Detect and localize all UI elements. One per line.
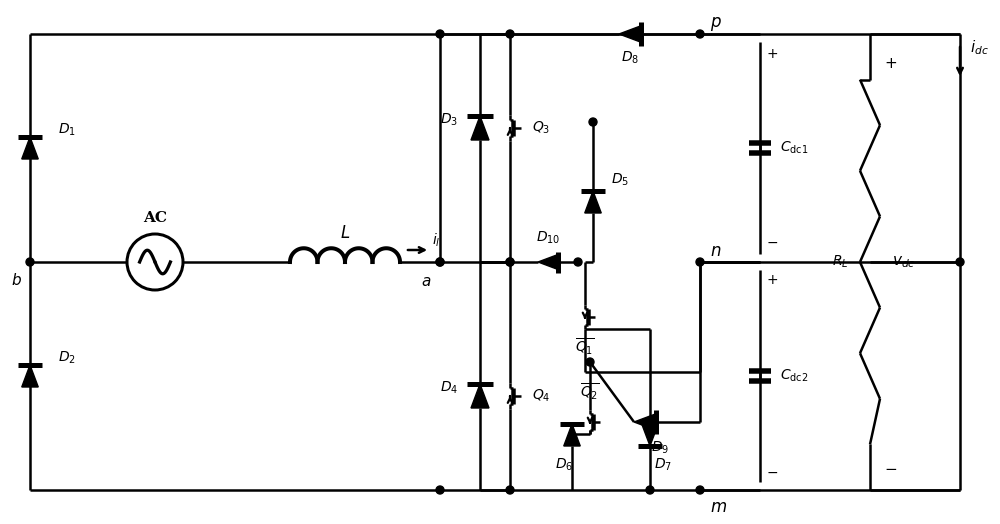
Text: $D_1$: $D_1$: [58, 122, 76, 138]
Text: $b$: $b$: [11, 272, 21, 288]
Text: $L$: $L$: [340, 225, 350, 243]
Polygon shape: [585, 191, 601, 213]
Circle shape: [506, 258, 514, 266]
Text: $D_3$: $D_3$: [440, 112, 458, 128]
Text: $-$: $-$: [766, 465, 778, 479]
Circle shape: [26, 258, 34, 266]
Text: $n$: $n$: [710, 244, 721, 260]
Text: AC: AC: [143, 211, 167, 225]
Circle shape: [696, 486, 704, 494]
Circle shape: [956, 258, 964, 266]
Text: $\overline{Q_2}$: $\overline{Q_2}$: [580, 381, 600, 402]
Text: $p$: $p$: [710, 15, 722, 33]
Text: $R_L$: $R_L$: [832, 254, 848, 270]
Text: $+$: $+$: [766, 47, 778, 61]
Text: $C_{\rm dc2}$: $C_{\rm dc2}$: [780, 368, 808, 384]
Circle shape: [506, 258, 514, 266]
Text: $Q_3$: $Q_3$: [532, 120, 550, 136]
Circle shape: [589, 118, 597, 126]
Circle shape: [436, 30, 444, 38]
Circle shape: [696, 258, 704, 266]
Text: $i_{dc}$: $i_{dc}$: [970, 39, 989, 57]
Circle shape: [506, 30, 514, 38]
Text: $+$: $+$: [884, 57, 897, 71]
Polygon shape: [538, 255, 558, 269]
Text: $D_{10}$: $D_{10}$: [536, 230, 560, 246]
Polygon shape: [22, 137, 38, 159]
Text: $-$: $-$: [766, 235, 778, 249]
Text: $C_{\rm dc1}$: $C_{\rm dc1}$: [780, 140, 808, 156]
Circle shape: [436, 258, 444, 266]
Polygon shape: [564, 424, 580, 446]
Text: $D_4$: $D_4$: [440, 380, 458, 396]
Text: $\overline{Q_1}$: $\overline{Q_1}$: [575, 336, 595, 357]
Text: $D_6$: $D_6$: [555, 457, 573, 473]
Circle shape: [574, 258, 582, 266]
Polygon shape: [642, 424, 658, 446]
Text: $a$: $a$: [421, 275, 431, 289]
Text: $D_8$: $D_8$: [621, 50, 639, 66]
Text: $v_{dc}$: $v_{dc}$: [892, 254, 916, 270]
Text: $m$: $m$: [710, 499, 727, 517]
Polygon shape: [471, 384, 489, 408]
Text: $i_l$: $i_l$: [432, 231, 441, 249]
Polygon shape: [634, 414, 656, 430]
Circle shape: [436, 258, 444, 266]
Polygon shape: [22, 365, 38, 387]
Text: $D_9$: $D_9$: [651, 440, 669, 456]
Polygon shape: [619, 26, 641, 42]
Text: $D_5$: $D_5$: [611, 172, 629, 188]
Circle shape: [506, 486, 514, 494]
Circle shape: [586, 358, 594, 366]
Text: $-$: $-$: [884, 461, 897, 475]
Circle shape: [436, 486, 444, 494]
Text: $+$: $+$: [766, 273, 778, 287]
Text: $D_2$: $D_2$: [58, 350, 76, 366]
Polygon shape: [471, 116, 489, 140]
Circle shape: [646, 486, 654, 494]
Text: $Q_4$: $Q_4$: [532, 388, 550, 404]
Circle shape: [696, 30, 704, 38]
Text: $D_7$: $D_7$: [654, 457, 672, 473]
